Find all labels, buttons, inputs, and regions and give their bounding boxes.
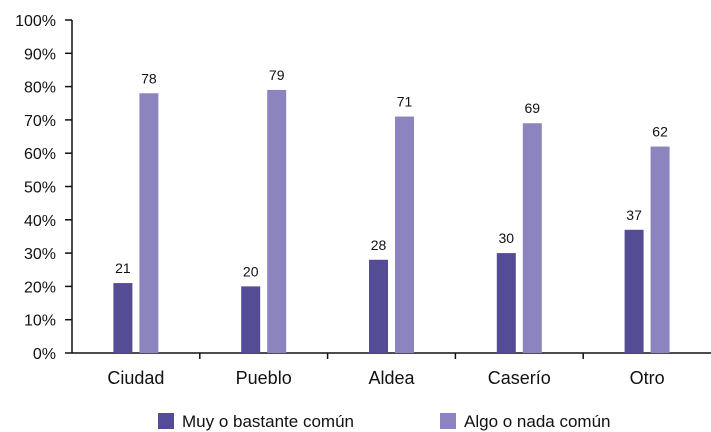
- x-category-label: Otro: [630, 368, 665, 388]
- x-category-label: Caserío: [488, 368, 551, 388]
- data-label: 21: [115, 260, 131, 276]
- data-label: 79: [269, 67, 285, 83]
- x-category-label: Ciudad: [107, 368, 164, 388]
- bar-muy-o-bastante-comun: [113, 283, 133, 353]
- data-label: 37: [626, 207, 642, 223]
- legend-swatch: [158, 413, 174, 429]
- bar-algo-o-nada-comun: [267, 89, 287, 354]
- data-label: 78: [141, 70, 157, 86]
- x-axis: Ciudad Pueblo Aldea Caserío Otro: [72, 352, 711, 388]
- bar-algo-o-nada-comun: [650, 146, 670, 353]
- y-tick-label: 20%: [24, 279, 56, 296]
- data-labels: 21 78 20 79 28 71 30 69 37 62: [115, 67, 668, 279]
- y-tick-label: 80%: [24, 80, 56, 97]
- legend-item: Muy o bastante común: [158, 412, 354, 431]
- y-axis: 0% 10% 20% 30% 40% 50% 60% 70% 80% 90% 100%: [15, 13, 73, 363]
- y-tick-label: 0%: [33, 346, 56, 363]
- x-category-label: Aldea: [368, 368, 415, 388]
- y-tick-label: 100%: [15, 13, 56, 30]
- y-tick-label: 30%: [24, 246, 56, 263]
- legend-swatch: [440, 413, 456, 429]
- bars: [113, 89, 670, 354]
- legend-label: Muy o bastante común: [182, 412, 354, 431]
- legend: Muy o bastante común Algo o nada común: [158, 412, 611, 431]
- bar-muy-o-bastante-comun: [496, 253, 516, 353]
- data-label: 28: [371, 237, 387, 253]
- data-label: 69: [525, 100, 541, 116]
- y-tick-label: 70%: [24, 113, 56, 130]
- bar-muy-o-bastante-comun: [369, 259, 388, 353]
- legend-item: Algo o nada común: [440, 412, 611, 431]
- data-label: 71: [397, 94, 413, 110]
- y-tick-label: 10%: [24, 313, 56, 330]
- bar-algo-o-nada-comun: [522, 123, 542, 353]
- data-label: 20: [243, 263, 259, 279]
- bar-algo-o-nada-comun: [395, 116, 414, 353]
- data-label: 30: [499, 230, 515, 246]
- y-tick-label: 40%: [24, 213, 56, 230]
- y-tick-label: 50%: [24, 180, 56, 197]
- data-label: 62: [652, 124, 668, 140]
- bar-muy-o-bastante-comun: [241, 286, 261, 353]
- bar-algo-o-nada-comun: [139, 93, 159, 353]
- y-tick-label: 90%: [24, 46, 56, 63]
- legend-label: Algo o nada común: [464, 412, 611, 431]
- x-category-label: Pueblo: [236, 368, 292, 388]
- y-tick-label: 60%: [24, 146, 56, 163]
- bar-muy-o-bastante-comun: [624, 229, 644, 353]
